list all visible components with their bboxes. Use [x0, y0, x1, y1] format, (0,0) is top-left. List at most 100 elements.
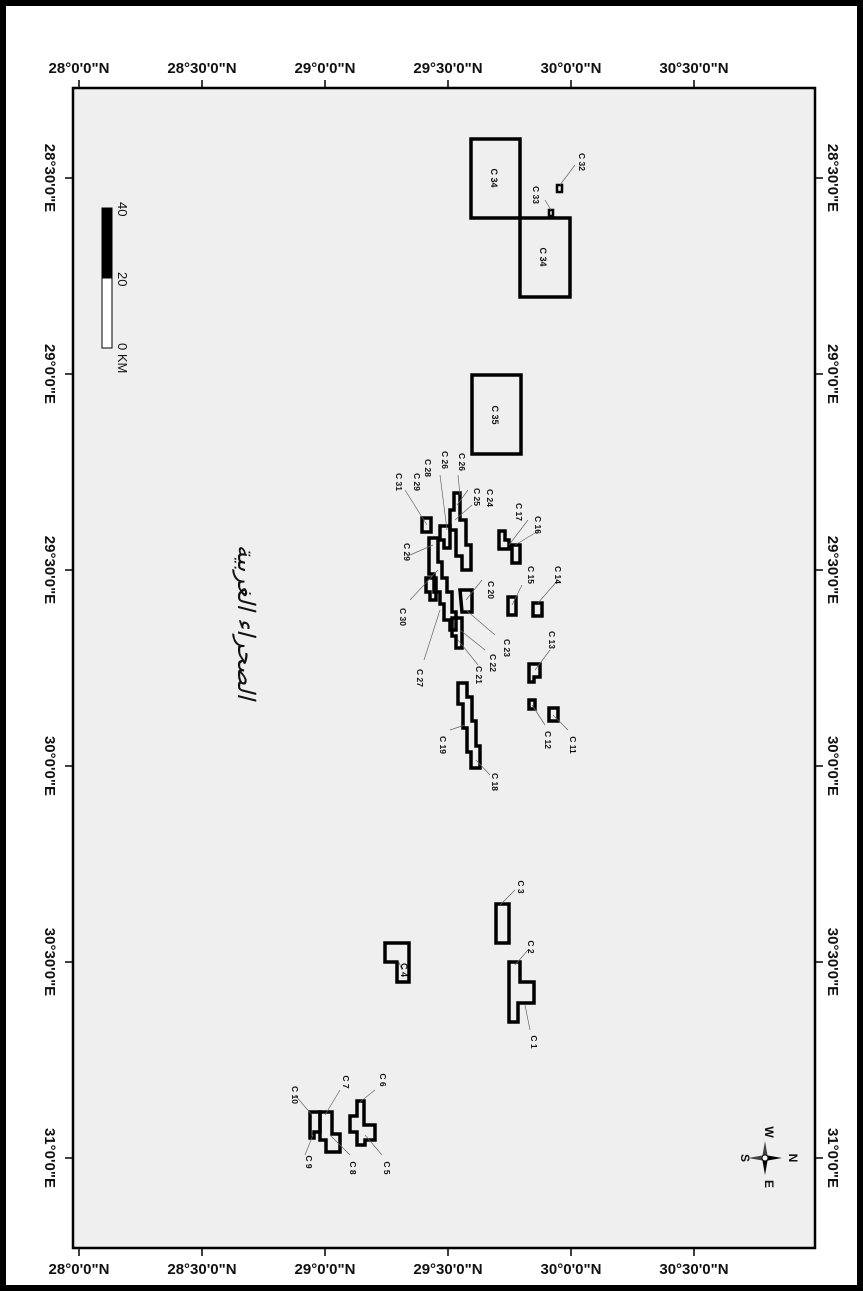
label-c21: C 21 — [474, 666, 484, 684]
label-c13: C 13 — [547, 631, 557, 649]
block-c4 — [383, 941, 411, 984]
block-c5-c6 — [348, 1099, 377, 1147]
region-label: الصحراء الغربية — [232, 545, 260, 702]
label-c15: C 15 — [526, 566, 536, 584]
label-c11: C 11 — [568, 736, 578, 754]
compass-n-point — [765, 1155, 782, 1161]
scale-bar: 0 KM 20 40 — [101, 202, 130, 373]
label-c16: C 16 — [533, 516, 543, 534]
label-c5: C 5 — [382, 1161, 392, 1175]
left-label-5: 31°0'0"E — [41, 1128, 58, 1188]
label-c9: C 9 — [304, 1155, 314, 1169]
label-c12: C 12 — [543, 731, 553, 749]
block-c18 — [456, 681, 482, 770]
block-c12 — [527, 698, 537, 711]
label-c32: C 32 — [577, 153, 587, 171]
block-c14 — [531, 601, 544, 618]
top-axis-labels: 28°0'0"N 28°30'0"N 29°0'0"N 29°30'0"N 30… — [49, 60, 729, 77]
label-c25: C 25 — [472, 488, 482, 506]
compass-s-label: S — [738, 1154, 752, 1162]
right-label-1: 29°0'0"E — [824, 344, 841, 404]
left-label-1: 29°0'0"E — [41, 344, 58, 404]
compass-w-point — [762, 1141, 768, 1158]
top-ticks — [78, 80, 695, 88]
label-c8: C 8 — [348, 1161, 358, 1175]
label-c34-a: C 34 — [489, 168, 499, 187]
label-c4: C 4 — [399, 963, 409, 977]
block-labels: C 34 C 34 C 35 C 32 C 33 C 16 C 17 C 15 … — [290, 153, 587, 1175]
map-area — [71, 86, 817, 1250]
label-c26-a: C 26 — [457, 453, 467, 471]
compass-w-label: W — [762, 1126, 776, 1138]
block-c17 — [497, 529, 511, 551]
label-c23: C 23 — [502, 639, 512, 657]
label-c31: C 31 — [394, 473, 404, 491]
block-c9-c10 — [308, 1110, 322, 1140]
label-c7: C 7 — [341, 1075, 351, 1089]
block-c24 — [438, 524, 452, 550]
label-c1: C 1 — [529, 1035, 539, 1049]
bottom-label-2: 29°0'0"N — [295, 1261, 356, 1278]
label-c3: C 3 — [516, 880, 526, 894]
scale-label-0: 0 KM — [115, 343, 130, 373]
label-c18: C 18 — [490, 773, 500, 791]
left-label-0: 28°30'0"E — [41, 144, 58, 212]
label-c2: C 2 — [526, 940, 536, 954]
label-c34-b: C 34 — [538, 247, 548, 266]
bottom-label-0: 28°0'0"N — [49, 1261, 110, 1278]
scale-bar-filled-segment — [101, 207, 113, 279]
compass-e-point — [762, 1158, 768, 1175]
top-label-5: 30°30'0"N — [659, 60, 728, 77]
top-label-0: 28°0'0"N — [49, 60, 110, 77]
label-c26-b: C 26 — [440, 451, 450, 469]
bottom-ticks — [78, 1248, 695, 1256]
left-axis-labels: 28°30'0"E 29°0'0"E 29°30'0"E 30°0'0"E 30… — [41, 144, 58, 1188]
block-c31 — [420, 516, 433, 534]
right-label-4: 30°30'0"E — [824, 928, 841, 996]
right-ticks — [815, 177, 823, 1159]
block-c34-a — [469, 137, 522, 220]
label-c6: C 6 — [378, 1073, 388, 1087]
block-c27 — [424, 576, 438, 602]
right-axis-labels: 28°30'0"E 29°0'0"E 29°30'0"E 30°0'0"E 30… — [824, 144, 841, 1188]
bottom-label-4: 30°0'0"N — [541, 1261, 602, 1278]
scale-label-40: 40 — [115, 202, 130, 216]
block-c32 — [555, 183, 564, 194]
top-label-1: 28°30'0"N — [167, 60, 236, 77]
scale-label-20: 20 — [115, 272, 130, 286]
compass-n-label: N — [786, 1154, 800, 1163]
left-ticks — [65, 177, 73, 1159]
block-c20 — [458, 588, 474, 614]
scale-bar-empty-segment — [101, 277, 113, 349]
block-c26-c25 — [448, 491, 473, 572]
block-c15 — [506, 595, 518, 617]
block-c1-c2 — [507, 960, 536, 1024]
top-label-3: 29°30'0"N — [413, 60, 482, 77]
block-c34-b — [518, 216, 572, 299]
label-c17: C 17 — [514, 503, 524, 521]
label-c33: C 33 — [531, 186, 541, 204]
right-label-2: 29°30'0"E — [824, 536, 841, 604]
right-label-5: 31°0'0"E — [824, 1128, 841, 1188]
bottom-axis-labels: 28°0'0"N 28°30'0"N 29°0'0"N 29°30'0"N 30… — [49, 1261, 729, 1278]
north-arrow: N S E W — [738, 1126, 800, 1188]
label-c19: C 19 — [438, 736, 448, 754]
compass-s-point — [748, 1155, 765, 1161]
block-c16 — [510, 543, 522, 565]
label-c10: C 10 — [290, 1086, 300, 1104]
top-label-2: 29°0'0"N — [295, 60, 356, 77]
right-label-0: 28°30'0"E — [824, 144, 841, 212]
left-label-4: 30°30'0"E — [41, 928, 58, 996]
block-c11 — [547, 706, 560, 723]
left-label-2: 29°30'0"E — [41, 536, 58, 604]
label-c29-b: C 29 — [402, 543, 412, 561]
left-label-3: 30°0'0"E — [41, 736, 58, 796]
block-c3 — [494, 902, 511, 945]
bottom-label-5: 30°30'0"N — [659, 1261, 728, 1278]
block-c35 — [470, 373, 523, 456]
label-c30: C 30 — [398, 608, 408, 626]
concession-blocks — [308, 137, 572, 1154]
label-c20: C 20 — [486, 581, 496, 599]
right-label-3: 30°0'0"E — [824, 736, 841, 796]
